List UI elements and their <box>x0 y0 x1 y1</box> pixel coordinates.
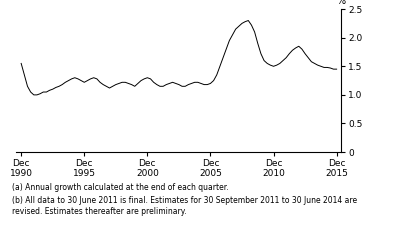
Text: (a) Annual growth calculated at the end of each quarter.: (a) Annual growth calculated at the end … <box>12 183 229 192</box>
Text: %: % <box>337 0 346 6</box>
Text: (b) All data to 30 June 2011 is final. Estimates for 30 September 2011 to 30 Jun: (b) All data to 30 June 2011 is final. E… <box>12 196 357 216</box>
